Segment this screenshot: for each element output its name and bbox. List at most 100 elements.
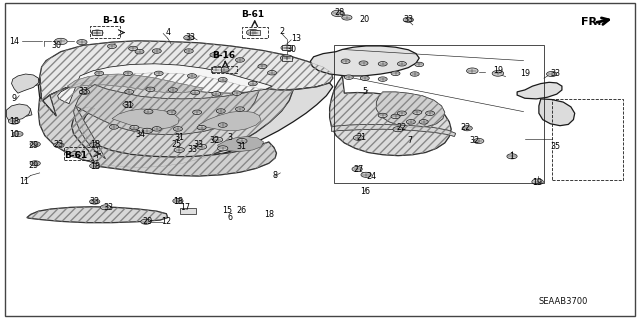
Bar — [552, 99, 623, 180]
Circle shape — [378, 77, 387, 81]
Circle shape — [237, 138, 247, 144]
Text: FR.: FR. — [581, 17, 602, 27]
Circle shape — [232, 91, 241, 95]
Circle shape — [30, 142, 40, 147]
Text: 18: 18 — [173, 197, 183, 206]
Text: 25: 25 — [171, 140, 181, 149]
Circle shape — [100, 205, 111, 210]
Circle shape — [360, 76, 369, 80]
Circle shape — [108, 44, 116, 48]
Text: B-61: B-61 — [64, 151, 87, 160]
Text: 33: 33 — [187, 145, 197, 154]
Circle shape — [236, 107, 244, 111]
Circle shape — [77, 40, 87, 45]
Circle shape — [146, 87, 155, 92]
Circle shape — [218, 123, 227, 127]
Polygon shape — [112, 109, 179, 129]
Circle shape — [492, 70, 504, 76]
Circle shape — [95, 71, 104, 76]
Circle shape — [197, 125, 206, 130]
Text: 14: 14 — [9, 37, 19, 46]
Circle shape — [352, 167, 362, 172]
Circle shape — [188, 74, 196, 78]
Text: 33: 33 — [90, 197, 100, 206]
Circle shape — [167, 110, 176, 115]
Text: 34: 34 — [136, 130, 146, 139]
Text: 4: 4 — [165, 28, 170, 37]
Circle shape — [125, 90, 134, 94]
Circle shape — [154, 71, 163, 76]
Circle shape — [168, 88, 177, 92]
Text: B-16: B-16 — [212, 51, 236, 60]
Circle shape — [90, 199, 100, 204]
Text: 30: 30 — [51, 41, 61, 50]
Circle shape — [403, 17, 413, 22]
Bar — [282, 45, 292, 50]
Polygon shape — [40, 41, 333, 101]
Circle shape — [212, 137, 223, 142]
Circle shape — [109, 125, 118, 129]
Circle shape — [173, 198, 183, 204]
Circle shape — [212, 92, 221, 96]
Circle shape — [152, 49, 161, 53]
Text: 33: 33 — [78, 87, 88, 96]
Circle shape — [70, 152, 81, 157]
Circle shape — [30, 161, 40, 166]
Circle shape — [341, 59, 350, 63]
Text: 15: 15 — [222, 206, 232, 215]
Circle shape — [218, 146, 228, 151]
Text: 29: 29 — [28, 161, 38, 170]
Text: 18: 18 — [9, 117, 19, 126]
Circle shape — [184, 35, 194, 40]
Circle shape — [246, 29, 259, 36]
Polygon shape — [12, 74, 38, 93]
Circle shape — [92, 30, 103, 36]
Circle shape — [142, 128, 152, 133]
Circle shape — [216, 109, 225, 113]
Polygon shape — [38, 73, 293, 167]
Circle shape — [129, 46, 138, 51]
Circle shape — [353, 135, 364, 140]
Text: 3: 3 — [228, 133, 233, 142]
Circle shape — [191, 90, 200, 95]
Text: 8: 8 — [273, 171, 278, 180]
Circle shape — [410, 72, 419, 76]
Text: 6: 6 — [228, 213, 233, 222]
Polygon shape — [27, 77, 40, 85]
Circle shape — [124, 71, 132, 76]
Bar — [250, 30, 260, 35]
Circle shape — [419, 120, 428, 124]
Circle shape — [462, 126, 472, 131]
Circle shape — [174, 147, 184, 152]
Bar — [64, 147, 97, 160]
Circle shape — [413, 110, 422, 115]
Text: 33: 33 — [186, 33, 196, 42]
Polygon shape — [517, 82, 562, 99]
Text: 33: 33 — [403, 15, 413, 24]
Polygon shape — [310, 46, 419, 76]
Circle shape — [248, 81, 257, 86]
Circle shape — [359, 61, 368, 65]
Polygon shape — [38, 73, 333, 159]
Circle shape — [152, 127, 161, 131]
Circle shape — [361, 172, 371, 177]
Text: 23: 23 — [54, 140, 64, 149]
Polygon shape — [74, 85, 259, 159]
Circle shape — [547, 71, 557, 77]
Text: 31: 31 — [174, 133, 184, 142]
Text: 12: 12 — [161, 217, 172, 226]
Polygon shape — [198, 111, 261, 131]
Polygon shape — [67, 74, 204, 93]
Circle shape — [280, 55, 293, 61]
Text: 17: 17 — [180, 204, 191, 212]
Circle shape — [532, 179, 543, 185]
Circle shape — [426, 111, 435, 115]
Text: 33: 33 — [193, 140, 204, 149]
Bar — [211, 67, 221, 72]
Text: 21: 21 — [356, 133, 367, 142]
Circle shape — [144, 109, 153, 114]
Text: 10: 10 — [9, 130, 19, 139]
Bar — [212, 66, 237, 73]
Circle shape — [378, 113, 387, 118]
Polygon shape — [218, 137, 264, 152]
